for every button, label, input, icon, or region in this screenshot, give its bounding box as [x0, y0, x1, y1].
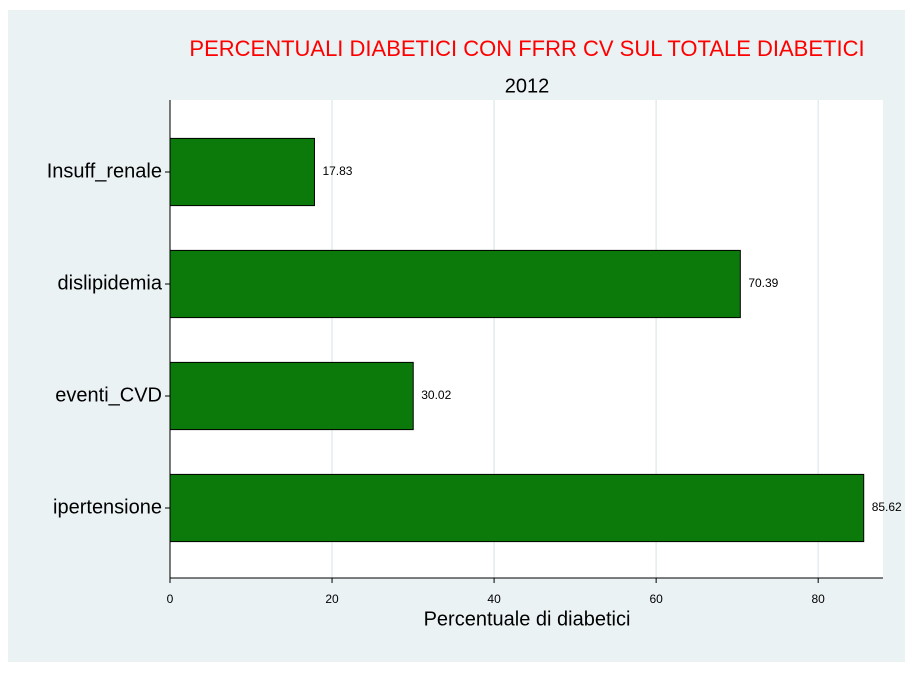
chart-subtitle: 2012	[505, 75, 550, 97]
y-tick-label: eventi_CVD	[55, 384, 162, 406]
bar	[169, 137, 315, 207]
x-tick-label: 20	[325, 592, 339, 606]
y-tick-label: ipertensione	[53, 496, 162, 518]
x-tick-label: 80	[812, 592, 826, 606]
x-axis-label: Percentuale di diabetici	[424, 608, 631, 630]
data-label: 17.83	[322, 164, 352, 178]
y-tick-label: dislipidemia	[58, 272, 163, 294]
y-tick-label: Insuff_renale	[47, 160, 162, 182]
x-tick-label: 0	[167, 592, 174, 606]
bar	[169, 249, 741, 319]
x-tick-label: 40	[487, 592, 501, 606]
chart-title: PERCENTUALI DIABETICI CON FFRR CV SUL TO…	[189, 36, 864, 61]
bar	[169, 361, 414, 431]
data-label: 85.62	[872, 500, 902, 514]
data-label: 30.02	[421, 388, 451, 402]
x-tick-label: 60	[649, 592, 663, 606]
bar	[169, 473, 865, 543]
data-label: 70.39	[748, 276, 778, 290]
